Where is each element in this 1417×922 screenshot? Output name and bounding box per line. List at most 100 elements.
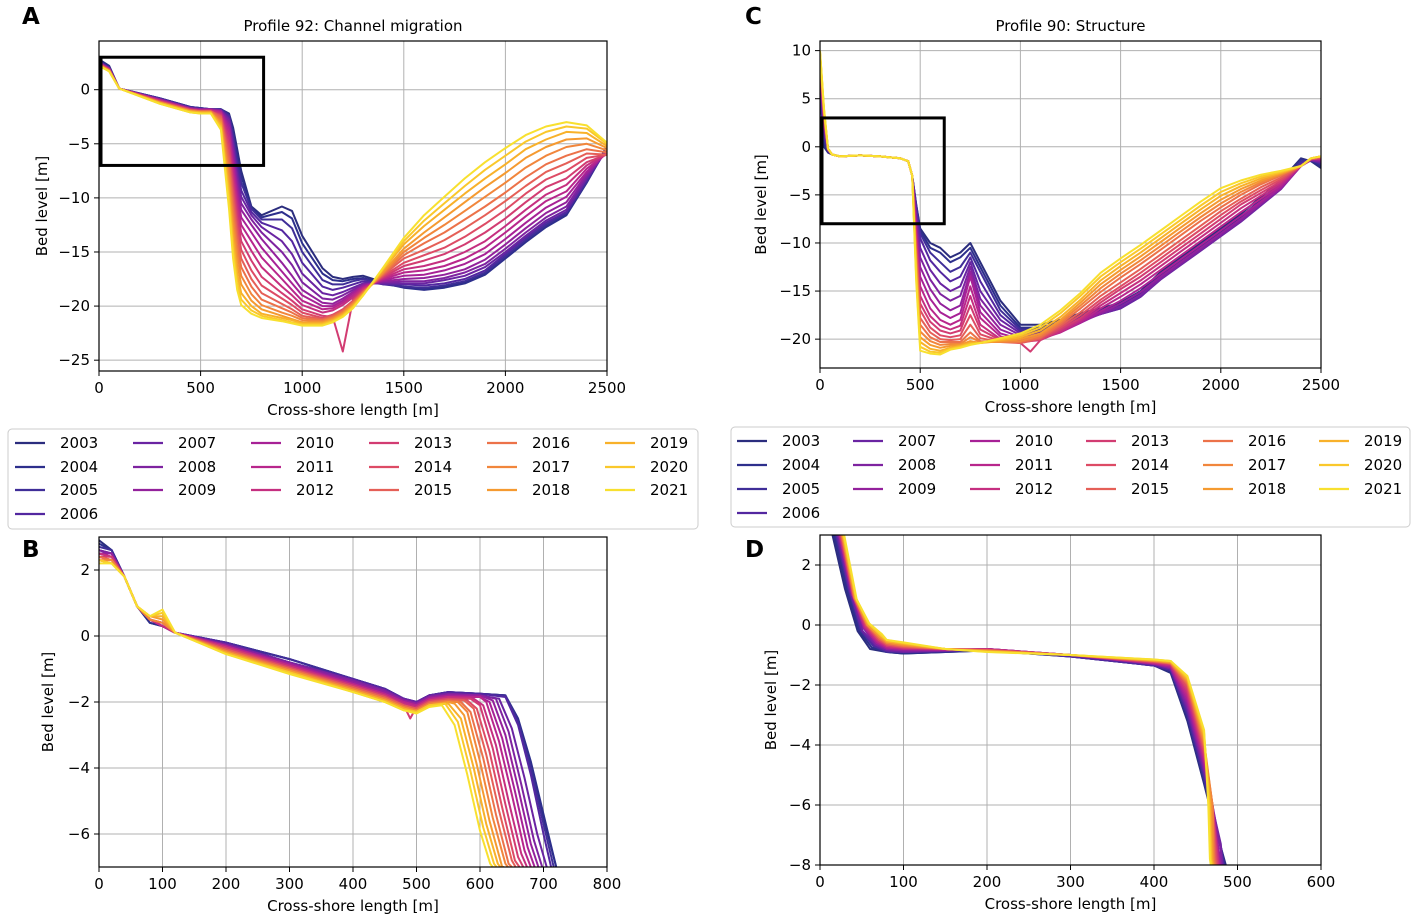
y-tick-label: −10 [58,189,90,207]
legend-label: 2012 [296,481,334,499]
y-tick-label: 5 [801,90,811,108]
y-axis-label: Bed level [m] [752,154,770,255]
x-tick-label: 1500 [385,379,423,397]
y-tick-label: 2 [801,556,811,574]
y-tick-label: −10 [779,234,811,252]
y-tick-label: −15 [779,282,811,300]
legend-item-2004: 2004 [737,456,820,474]
panel-label-d: D [745,537,764,563]
axes-frame [98,40,608,372]
legend-label: 2021 [650,481,688,499]
legend-label: 2015 [414,481,452,499]
y-tick-label: 10 [792,42,811,60]
legend-item-2006: 2006 [737,504,820,522]
y-tick-label: −20 [779,330,811,348]
series-line-2013 [839,535,1219,865]
legend-label: 2010 [296,434,334,452]
x-tick-label: 0 [815,376,825,394]
x-tick-label: 0 [94,379,104,397]
legend-label: 2014 [1131,456,1169,474]
x-tick-label: 700 [529,875,558,893]
legend-item-2005: 2005 [737,480,820,498]
panel-label-b: B [22,537,40,563]
legend-label: 2017 [532,458,570,476]
series-line-2015 [99,555,517,867]
series-line-2012 [839,535,1220,865]
legend-label: 2018 [1248,480,1286,498]
legend-item-2015: 2015 [369,481,452,499]
series-line-2008 [99,61,607,301]
legend-item-2005: 2005 [15,481,98,499]
series-line-2015 [840,535,1217,865]
x-tick-label: 300 [275,875,304,893]
y-tick-label: −20 [58,297,90,315]
y-tick-label: 0 [80,627,90,645]
legend-item-2017: 2017 [487,458,570,476]
series-line-2003 [831,535,1227,865]
series-line-2014 [839,535,1218,865]
y-tick-label: −8 [789,856,811,874]
series-line-2008 [837,535,1223,865]
series-line-2007 [99,60,607,297]
legend-label: 2017 [1248,456,1286,474]
legend-item-2021: 2021 [605,481,688,499]
legend-label: 2010 [1015,432,1053,450]
series-line-2016 [99,63,607,322]
x-tick-label: 1000 [283,379,321,397]
y-tick-label: 0 [80,81,90,99]
series-line-2019 [99,63,607,325]
legend-label: 2009 [178,481,216,499]
legend-label: 2020 [1364,456,1402,474]
legend-item-2019: 2019 [1319,432,1402,450]
legend-item-2014: 2014 [1086,456,1169,474]
series-line-2011 [99,61,607,311]
legend-item-2018: 2018 [487,481,570,499]
series-line-2018 [99,559,505,867]
legend-item-2015: 2015 [1086,480,1169,498]
legend-label: 2019 [1364,432,1402,450]
chart-panel-a: 0 500 1000 1500 2000 2500 −25 −20 −15 −10 −5 0 Cross… [33,17,626,419]
x-tick-label: 2000 [486,379,524,397]
legend-item-2012: 2012 [251,481,334,499]
series-line-2021 [99,562,494,867]
series-line-2006 [820,74,1321,333]
series-line-2009 [99,552,540,867]
legend-label: 2004 [60,458,98,476]
series-line-2021 [843,535,1212,865]
legend-label: 2007 [178,434,216,452]
x-tick-label: 1000 [1001,376,1039,394]
series-line-2007 [836,535,1224,865]
legend-label: 2013 [1131,432,1169,450]
x-tick-label: 0 [94,875,104,893]
y-tick-label: −4 [68,759,90,777]
legend-item-2010: 2010 [251,434,334,452]
chart-title: Profile 90: Structure [995,17,1145,35]
zoom-inset-box [99,55,266,167]
legend-label: 2003 [60,434,98,452]
legend-item-2021: 2021 [1319,480,1402,498]
legend-frame [7,428,699,530]
legend-label: 2004 [782,456,820,474]
legend-label: 2019 [650,434,688,452]
y-tick-label: 2 [80,561,90,579]
x-tick-label: 200 [973,873,1002,891]
series-line-2014 [820,57,1321,344]
legend-label: 2013 [414,434,452,452]
x-tick-label: 800 [593,875,622,893]
x-axis-label: Cross-shore length [m] [985,398,1157,416]
legend-item-2014: 2014 [369,458,452,476]
legend-item-2020: 2020 [605,458,688,476]
legend-label: 2008 [898,456,936,474]
legend-item-2013: 2013 [1086,432,1169,450]
y-tick-label: −6 [68,825,90,843]
x-tick-label: 2500 [588,379,626,397]
panel-label-c: C [745,4,762,30]
series-line-2019 [99,559,502,867]
series-line-2021 [99,65,607,327]
y-axis-label: Bed level [m] [33,156,51,257]
x-tick-label: 500 [402,875,431,893]
legend-item-2011: 2011 [970,456,1053,474]
chart-title: Profile 92: Channel migration [243,17,462,35]
legend-label: 2021 [1364,480,1402,498]
